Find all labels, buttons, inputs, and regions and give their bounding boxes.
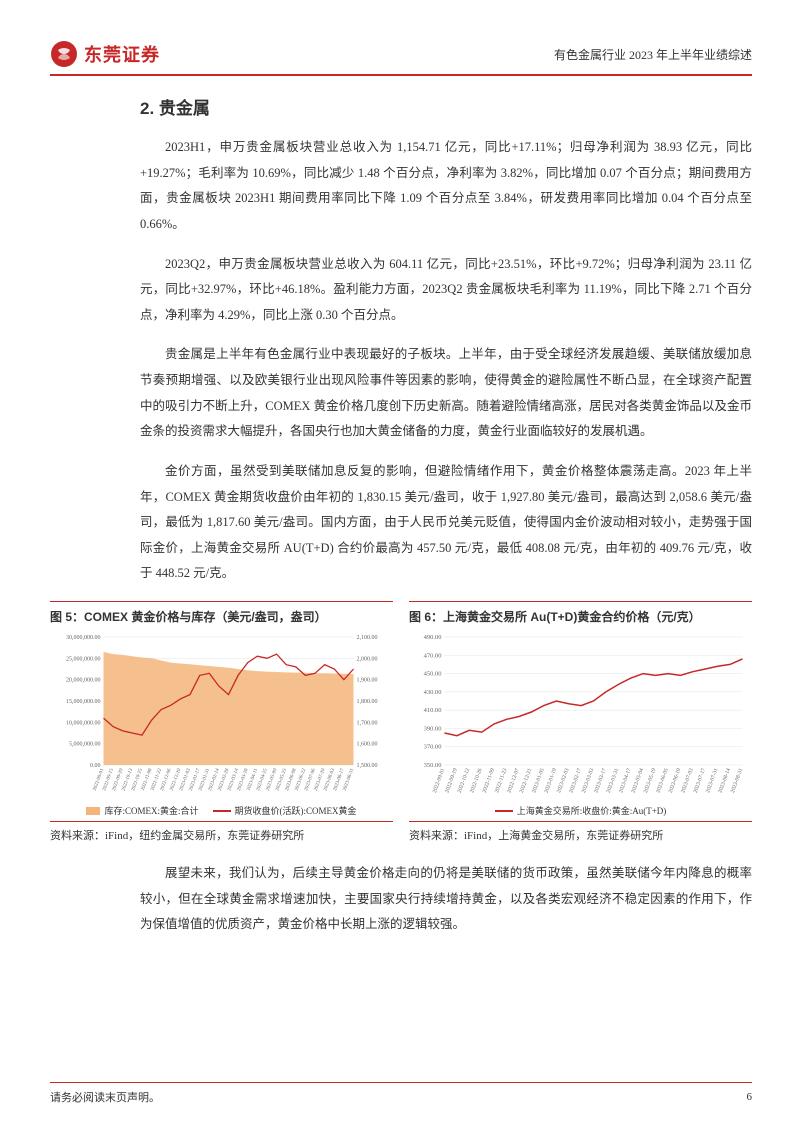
section-name: 贵金属	[159, 99, 210, 118]
svg-text:1,500.00: 1,500.00	[357, 763, 378, 769]
company-name: 东莞证券	[84, 41, 160, 67]
svg-text:1,600.00: 1,600.00	[357, 742, 378, 748]
chart-left-source: 资料来源：iFind，纽约金属交易所，东莞证券研究所	[50, 821, 393, 843]
svg-text:1,900.00: 1,900.00	[357, 678, 378, 684]
charts-container: 图 5：COMEX 黄金价格与库存（美元/盎司，盎司） 0.00 5,000,00…	[50, 601, 752, 843]
chart-right-column: 图 6：上海黄金交易所 Au(T+D)黄金合约价格（元/克） 350.00 370…	[409, 601, 752, 843]
legend-shfe: 上海黄金交易所:收盘价:黄金:Au(T+D)	[495, 804, 667, 817]
legend-inventory: 库存:COMEX:黄金:合计	[86, 804, 198, 817]
svg-text:2,100.00: 2,100.00	[357, 635, 378, 641]
svg-text:5,000,000.00: 5,000,000.00	[69, 742, 101, 748]
svg-text:1,700.00: 1,700.00	[357, 720, 378, 726]
svg-text:20,000,000.00: 20,000,000.00	[66, 678, 101, 684]
legend-inventory-label: 库存:COMEX:黄金:合计	[104, 804, 198, 817]
paragraph-4: 金价方面，虽然受到美联储加息反复的影响，但避险情绪作用下，黄金价格整体震荡走高。…	[140, 459, 752, 587]
chart-left-legend: 库存:COMEX:黄金:合计 期货收盘价(活跃):COMEX黄金	[50, 804, 393, 817]
svg-text:25,000,000.00: 25,000,000.00	[66, 656, 101, 662]
paragraph-5: 展望未来，我们认为，后续主导黄金价格走向的仍将是美联储的货币政策，虽然美联储今年…	[140, 861, 752, 938]
legend-shfe-label: 上海黄金交易所:收盘价:黄金:Au(T+D)	[517, 804, 667, 817]
logo-area: 东莞证券	[50, 40, 160, 68]
chart-right-title: 图 6：上海黄金交易所 Au(T+D)黄金合约价格（元/克）	[409, 608, 752, 625]
svg-text:10,000,000.00: 10,000,000.00	[66, 720, 101, 726]
svg-text:1,800.00: 1,800.00	[357, 699, 378, 705]
svg-text:450.00: 450.00	[424, 671, 442, 678]
paragraph-3: 贵金属是上半年有色金属行业中表现最好的子板块。上半年，由于受全球经济发展趋缓、美…	[140, 342, 752, 445]
svg-text:390.00: 390.00	[424, 725, 442, 732]
svg-text:370.00: 370.00	[424, 744, 442, 751]
svg-text:350.00: 350.00	[424, 762, 442, 769]
document-title: 有色金属行业 2023 年上半年业绩综述	[554, 46, 752, 63]
section-heading: 2. 贵金属	[140, 94, 752, 119]
svg-text:30,000,000.00: 30,000,000.00	[66, 635, 101, 641]
chart-right-source: 资料来源：iFind，上海黄金交易所，东莞证券研究所	[409, 821, 752, 843]
svg-text:430.00: 430.00	[424, 689, 442, 696]
legend-price-label: 期货收盘价(活跃):COMEX黄金	[235, 804, 357, 817]
svg-text:2023-08-31: 2023-08-31	[730, 767, 745, 793]
page-number: 6	[747, 1091, 753, 1103]
svg-text:470.00: 470.00	[424, 652, 442, 659]
svg-text:2,000.00: 2,000.00	[357, 656, 378, 662]
company-logo-icon	[50, 40, 78, 68]
footer-disclaimer: 请务必阅读末页声明。	[50, 1089, 160, 1105]
chart-right-legend: 上海黄金交易所:收盘价:黄金:Au(T+D)	[409, 804, 752, 817]
svg-text:15,000,000.00: 15,000,000.00	[66, 699, 101, 705]
svg-text:0.00: 0.00	[90, 763, 101, 769]
legend-price: 期货收盘价(活跃):COMEX黄金	[213, 804, 357, 817]
paragraph-2: 2023Q2，申万贵金属板块营业总收入为 604.11 亿元，同比+23.51%…	[140, 252, 752, 329]
chart-left-column: 图 5：COMEX 黄金价格与库存（美元/盎司，盎司） 0.00 5,000,00…	[50, 601, 393, 843]
section-number: 2.	[140, 99, 154, 118]
chart-left-title: 图 5：COMEX 黄金价格与库存（美元/盎司，盎司）	[50, 608, 393, 625]
chart-left-plot: 0.00 5,000,000.00 10,000,000.00 15,000,000.…	[50, 631, 393, 801]
svg-text:410.00: 410.00	[424, 707, 442, 714]
page-header: 东莞证券 有色金属行业 2023 年上半年业绩综述	[50, 40, 752, 76]
page-footer: 请务必阅读末页声明。 6	[50, 1082, 752, 1105]
chart-right-plot: 350.00 370.00 390.00 410.00 430.00 450.00 470.…	[409, 631, 752, 801]
svg-text:490.00: 490.00	[424, 634, 442, 641]
paragraph-1: 2023H1，申万贵金属板块营业总收入为 1,154.71 亿元，同比+17.1…	[140, 135, 752, 238]
